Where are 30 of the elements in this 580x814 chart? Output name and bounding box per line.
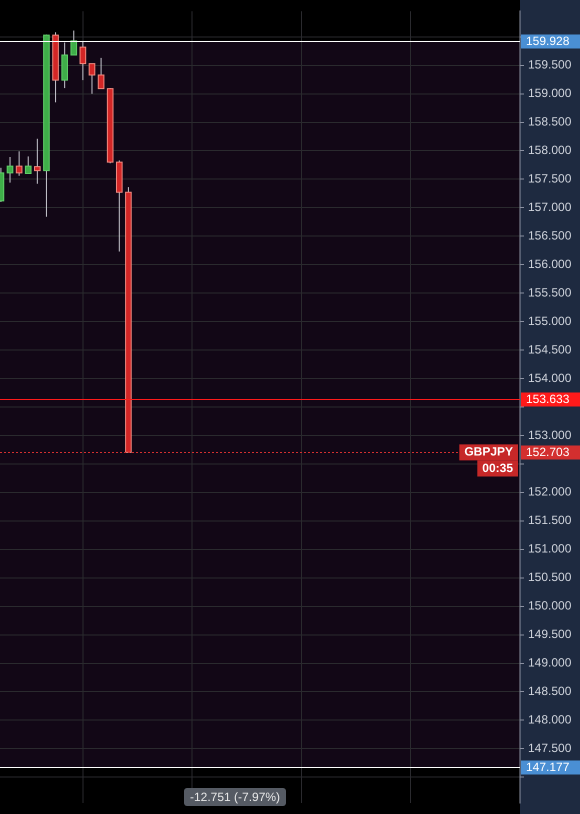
ref-line-label: 152.703 xyxy=(526,444,570,459)
y-tick-label: 155.500 xyxy=(528,285,572,300)
y-tick-label: 155.000 xyxy=(528,314,572,328)
ref-line-label: 159.928 xyxy=(526,34,570,48)
y-tick-label: 158.500 xyxy=(528,114,572,129)
y-tick-label: 148.000 xyxy=(528,712,572,727)
y-tick-label: 150.000 xyxy=(528,598,572,613)
y-tick-label: 154.500 xyxy=(528,342,572,356)
y-tick-label: 152.000 xyxy=(528,484,572,499)
ref-line-label: 147.177 xyxy=(526,760,570,774)
y-tick-label: 150.500 xyxy=(528,570,572,584)
y-tick-label: 151.500 xyxy=(528,513,572,528)
y-tick-label: 154.000 xyxy=(528,370,572,385)
y-tick-label: 147.500 xyxy=(528,741,572,756)
y-tick-label: 157.500 xyxy=(528,172,572,186)
y-tick-label: 157.000 xyxy=(528,200,572,214)
annotation: -12.751 (-7.97%) xyxy=(184,788,286,806)
annotation: 00:35 xyxy=(482,460,514,475)
y-tick-label: 149.500 xyxy=(528,627,572,642)
annotation: GBPJPY xyxy=(464,444,513,459)
y-tick-label: 159.000 xyxy=(528,86,572,100)
y-tick-label: 159.500 xyxy=(528,58,572,72)
y-tick-label: 153.000 xyxy=(528,428,572,442)
y-tick-label: 156.000 xyxy=(528,256,572,271)
y-tick-label: 158.000 xyxy=(528,143,572,158)
y-tick-label: 149.000 xyxy=(528,656,572,670)
y-tick-label: 148.500 xyxy=(528,684,572,698)
ref-line-label: 153.633 xyxy=(526,392,570,406)
y-tick-label: 156.500 xyxy=(528,228,572,242)
y-tick-label: 151.000 xyxy=(528,542,572,556)
